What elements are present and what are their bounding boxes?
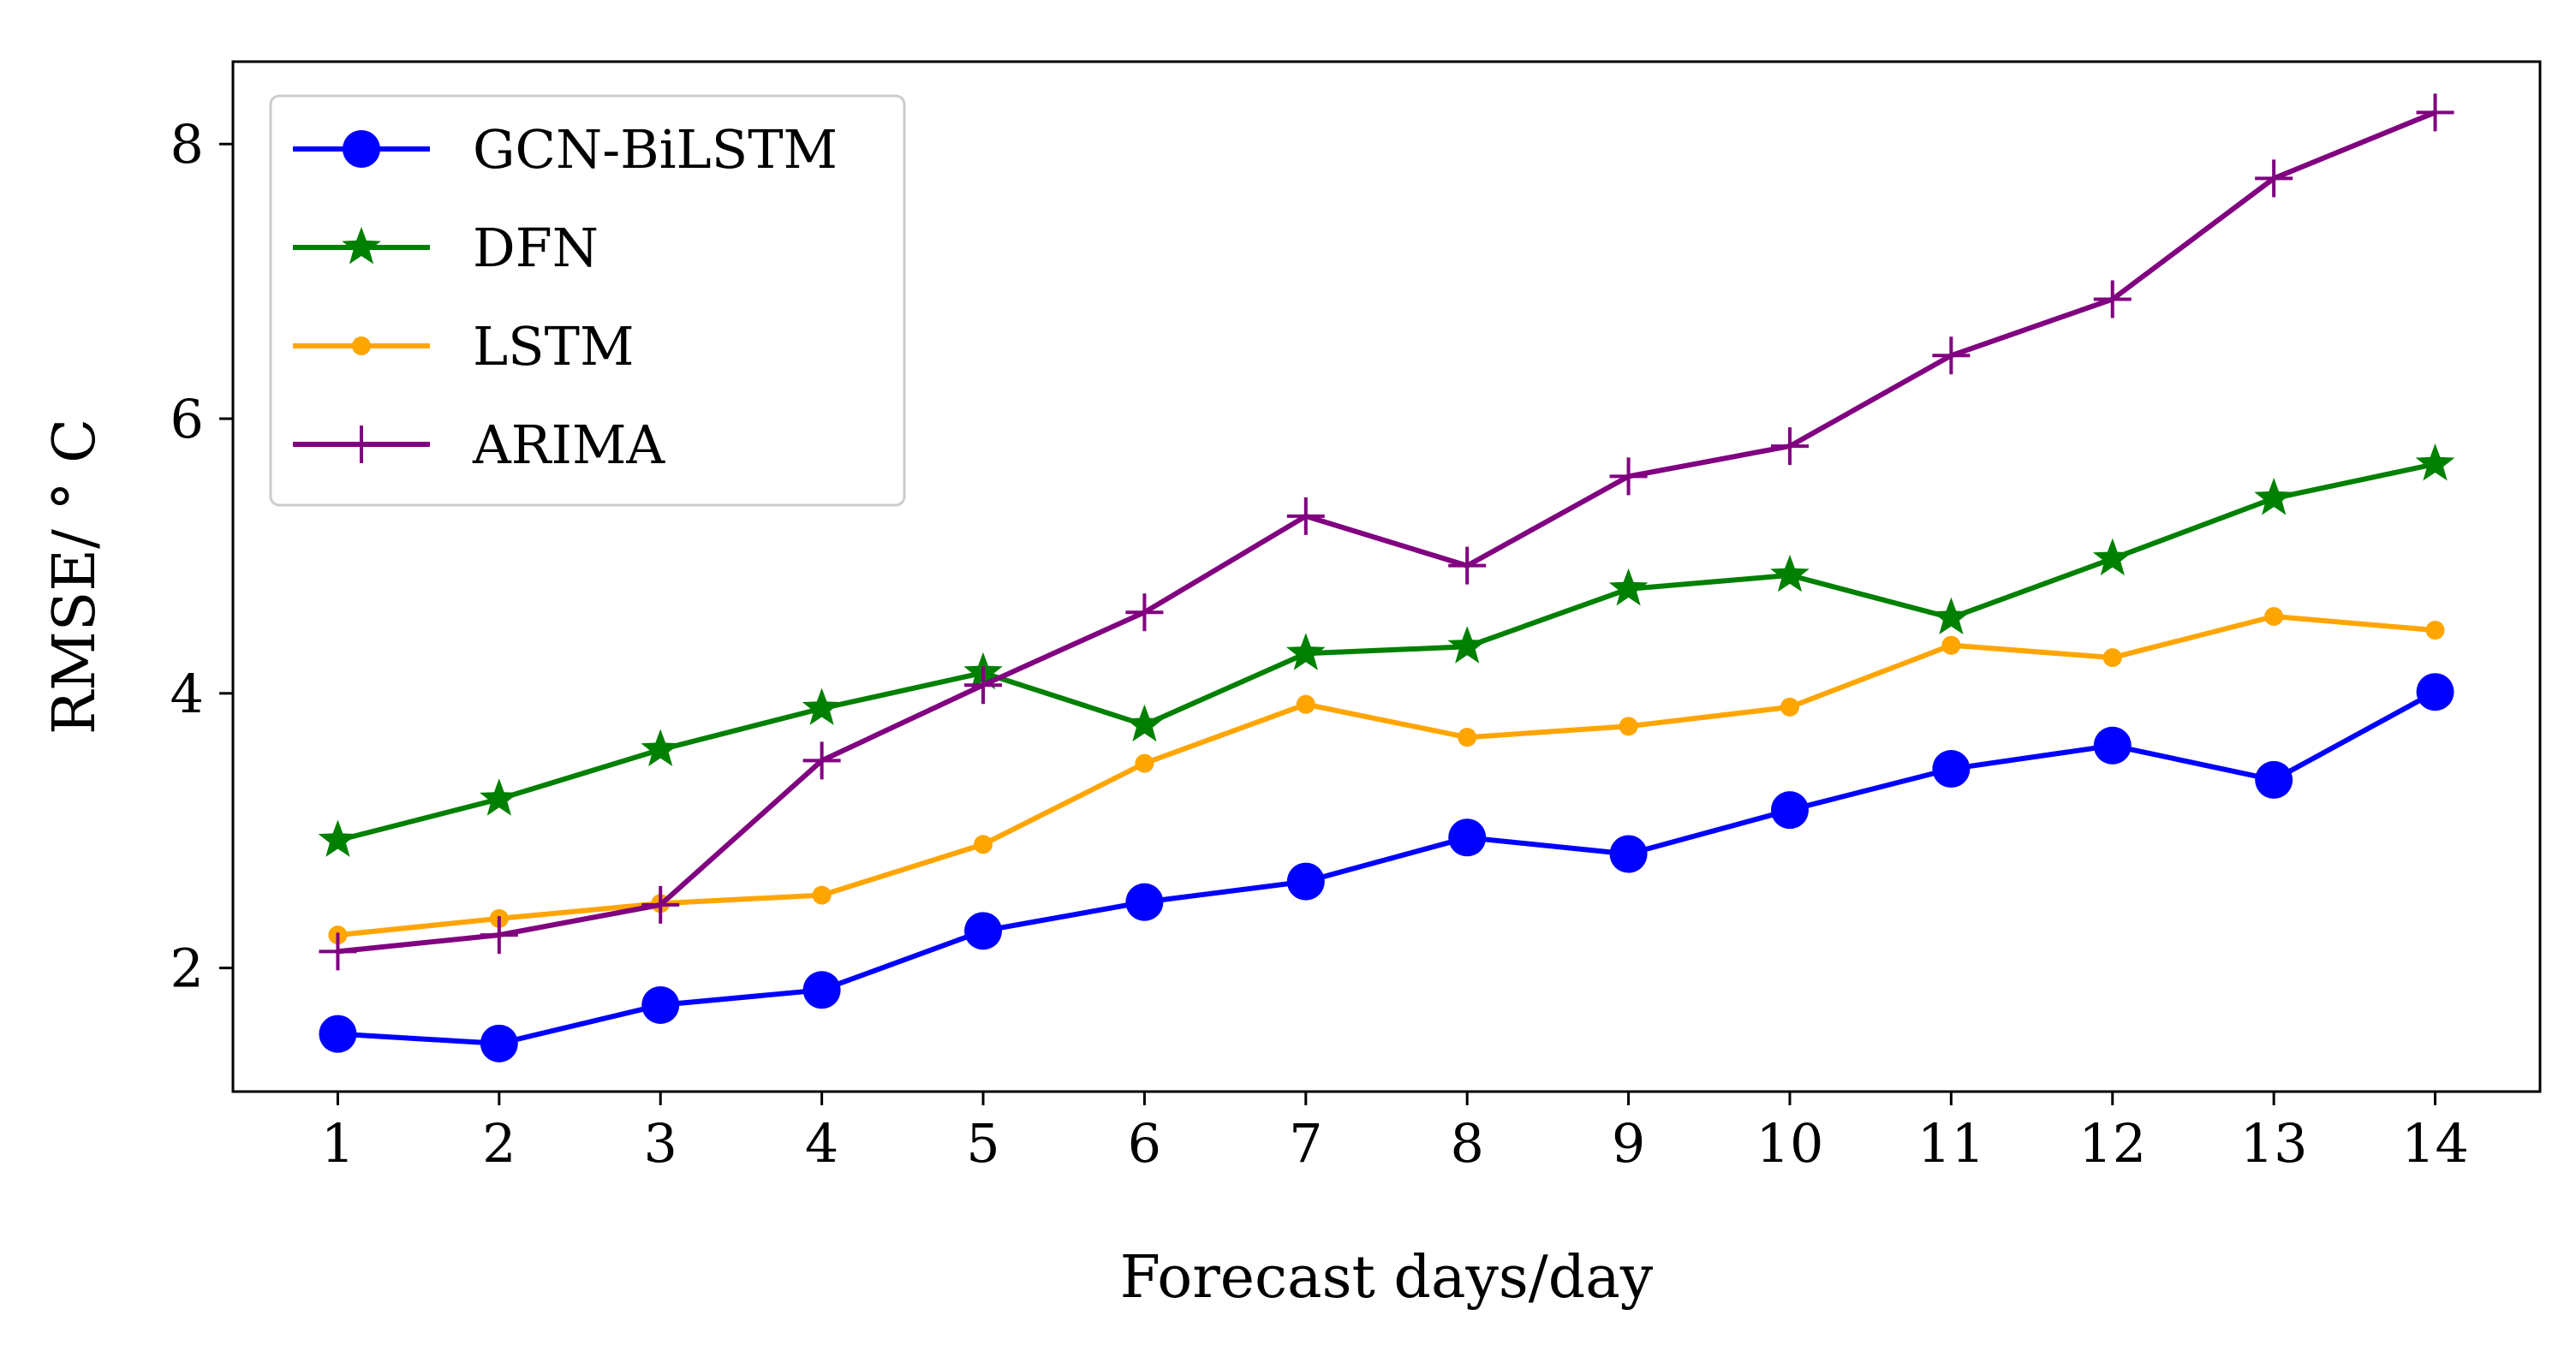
data-point [1296, 694, 1315, 714]
data-point [1931, 597, 1971, 634]
data-point [641, 729, 681, 766]
series-line [337, 110, 2436, 955]
data-point [2416, 673, 2454, 711]
x-tick-label: 7 [1289, 1112, 1322, 1175]
data-point [802, 741, 841, 780]
data-point [2092, 538, 2132, 576]
series-line [337, 614, 2436, 938]
data-point [480, 916, 518, 955]
data-point [1932, 336, 1971, 375]
x-tick-label: 9 [1612, 1112, 1645, 1175]
series-line [337, 461, 2436, 843]
legend-entry: LSTM [293, 315, 634, 378]
legend-marker [343, 130, 380, 168]
y-tick-label: 4 [170, 663, 204, 725]
data-point [2415, 443, 2455, 481]
series-group [318, 93, 2455, 1062]
legend-marker [343, 426, 380, 463]
data-point [2264, 607, 2284, 627]
data-point [1448, 818, 1487, 857]
data-point [1619, 717, 1638, 736]
data-point [318, 819, 358, 857]
data-point [812, 885, 832, 905]
series-lstm [328, 607, 2445, 945]
data-point [2093, 280, 2132, 318]
x-tick-label: 12 [2078, 1112, 2146, 1175]
y-tick-label: 2 [170, 937, 204, 1000]
y-axis-label: RMSE/ ° C [41, 419, 109, 735]
data-point [802, 971, 841, 1009]
data-point [1125, 883, 1164, 921]
legend-marker [342, 227, 381, 265]
legend: GCN-BiLSTM DFN LSTM ARIMA [269, 94, 906, 507]
x-tick-label: 13 [2240, 1112, 2308, 1175]
data-point [1941, 635, 1961, 655]
data-point [2255, 159, 2293, 198]
x-tick-label: 6 [1128, 1112, 1161, 1175]
legend-label: LSTM [473, 315, 634, 378]
legend-label: DFN [473, 217, 599, 279]
data-point [641, 885, 680, 924]
data-point [1770, 427, 1809, 466]
legend-marker [352, 336, 371, 355]
data-point [802, 687, 842, 725]
data-point [2255, 760, 2293, 799]
x-tick-label: 8 [1450, 1112, 1483, 1175]
x-tick-label: 3 [644, 1112, 677, 1175]
x-tick-label: 10 [1756, 1112, 1824, 1175]
data-point [1770, 791, 1809, 830]
data-point [1608, 568, 1649, 606]
x-tick-label: 5 [966, 1112, 999, 1175]
legend-box [269, 94, 906, 507]
data-point [1609, 457, 1648, 496]
data-point [1780, 697, 1799, 717]
legend-entry: DFN [293, 217, 599, 279]
x-axis-label: Forecast days/day [1120, 1244, 1654, 1312]
data-point [1286, 497, 1325, 535]
legend-label: GCN-BiLSTM [473, 118, 838, 181]
data-point [1135, 753, 1154, 773]
x-tick-label: 11 [1917, 1112, 1985, 1175]
data-point [480, 778, 519, 816]
series-line [337, 689, 2436, 1046]
data-point [964, 912, 1003, 950]
legend-entry: ARIMA [293, 414, 665, 476]
data-point [2254, 478, 2293, 515]
x-tick-label: 2 [482, 1112, 516, 1175]
data-point [2102, 648, 2122, 668]
data-point [1125, 593, 1164, 632]
legend-label: ARIMA [472, 414, 665, 476]
x-tick-label: 14 [2401, 1112, 2469, 1175]
data-point [1448, 546, 1487, 585]
y-tick-label: 6 [170, 388, 204, 450]
legend-entry: GCN-BiLSTM [293, 118, 838, 181]
data-point [974, 835, 993, 854]
data-point [2093, 726, 2132, 765]
data-point [1286, 633, 1326, 670]
series-arima [319, 93, 2454, 971]
y-tick-label: 8 [170, 113, 204, 176]
plot-frame [231, 60, 2542, 1093]
data-point [480, 1024, 518, 1062]
x-tick-label: 4 [805, 1112, 838, 1175]
x-tick-label: 1 [321, 1112, 355, 1175]
data-point [1458, 728, 1477, 747]
data-point [319, 1015, 357, 1053]
data-point [1770, 554, 1810, 592]
data-point [1447, 626, 1487, 664]
data-point [641, 985, 680, 1024]
data-point [319, 932, 357, 971]
data-point [964, 666, 1003, 705]
data-point [2416, 93, 2454, 132]
data-point [1286, 862, 1325, 901]
data-point [1124, 704, 1165, 742]
data-point [1609, 835, 1648, 873]
data-point [2425, 621, 2445, 640]
series-gcn-bilstm [319, 673, 2454, 1062]
data-point [1932, 750, 1971, 789]
